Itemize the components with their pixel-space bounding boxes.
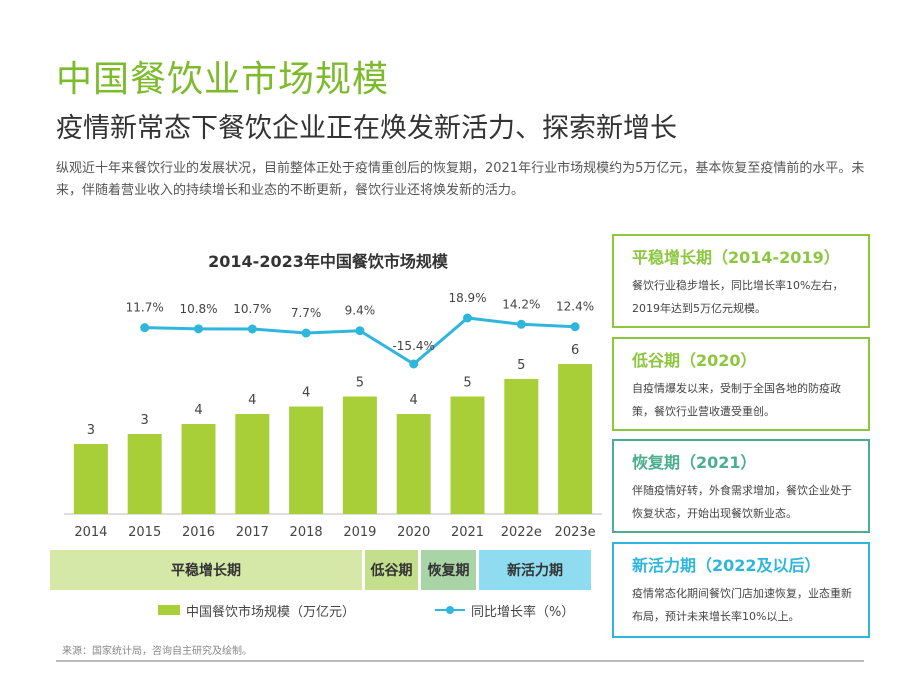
- card-text: 餐饮行业稳步增长，同比增长率10%左右，2019年达到5万亿元规模。: [632, 279, 844, 315]
- x-tick-label: 2020: [397, 525, 430, 540]
- bar-2014: [73, 444, 108, 514]
- growth-value-label: 9.4%: [345, 304, 376, 318]
- chart-svg: 3 2014 3 2015 4 2016 4 2017 4 2018 5 2019 4 2020 5 2021…: [64, 291, 602, 540]
- growth-point: [409, 359, 419, 369]
- bar-value-label: 5: [463, 376, 471, 391]
- card-text: 自疫情爆发以来，受制于全国各地的防疫政策，餐饮行业营收遭受重创。: [632, 382, 841, 418]
- page-subtitle: 疫情新常态下餐饮企业正在焕发新活力、探索新增长: [56, 113, 677, 144]
- phase-trough: 低谷期: [365, 550, 418, 590]
- source-note: 来源：国家统计局，咨询自主研究及绘制。: [62, 646, 252, 657]
- card-text: 伴随疫情好转，外食需求增加，餐饮企业处于恢复状态，开始出现餐饮新业态。: [632, 484, 852, 520]
- bar-value-label: 4: [410, 393, 418, 408]
- bar-2018: [289, 406, 324, 514]
- bar-value-label: 3: [141, 413, 149, 428]
- x-tick-label: 2014: [74, 525, 107, 540]
- bar-2022e: [504, 379, 539, 514]
- chart-legend: 中国餐饮市场规模（万亿元） 同比增长率（%）: [158, 600, 574, 620]
- growth-value-label: 10.7%: [233, 302, 271, 316]
- card-trough: 低谷期（2020） 自疫情爆发以来，受制于全国各地的防疫政策，餐饮行业营收遭受重…: [612, 337, 870, 431]
- bar-2016: [181, 424, 216, 514]
- bar-2021: [450, 396, 485, 514]
- phase-new-vitality: 新活力期: [479, 550, 591, 590]
- intro-paragraph: 纵观近十年来餐饮行业的发展状况，目前整体正处于疫情重创后的恢复期，2021年行业…: [56, 161, 865, 198]
- bar-value-label: 3: [87, 423, 95, 438]
- growth-point: [355, 326, 365, 336]
- bar-value-label: 5: [356, 376, 364, 391]
- bar-value-label: 4: [302, 386, 310, 401]
- card-stable-growth: 平稳增长期（2014-2019） 餐饮行业稳步增长，同比增长率10%左右，201…: [612, 234, 870, 328]
- x-tick-label: 2019: [343, 525, 376, 540]
- x-tick-label: 2021: [451, 525, 484, 540]
- bar-value-label: 4: [248, 393, 256, 408]
- divider: [56, 660, 864, 662]
- x-tick-label: 2015: [128, 525, 161, 540]
- card-recovery: 恢复期（2021） 伴随疫情好转，外食需求增加，餐饮企业处于恢复状态，开始出现餐…: [612, 439, 870, 533]
- x-tick-label: 2018: [290, 525, 323, 540]
- growth-point: [194, 324, 203, 334]
- bar-2015: [127, 434, 162, 514]
- growth-value-label: -15.4%: [392, 339, 434, 353]
- page-title: 中国餐饮业市场规模: [56, 59, 390, 100]
- bar-value-label: 4: [194, 403, 202, 418]
- x-tick-label: 2022e: [501, 525, 542, 540]
- bar-value-label: 6: [571, 343, 579, 358]
- growth-point: [516, 319, 526, 329]
- x-tick-label: 2023e: [555, 525, 596, 540]
- chart-title: 2014-2023年中国餐饮市场规模: [208, 252, 448, 271]
- bar-2017: [235, 414, 270, 514]
- growth-point: [463, 313, 472, 323]
- card-title: 平稳增长期（2014-2019）: [632, 248, 840, 267]
- phase-stable-growth: 平稳增长期: [50, 550, 362, 590]
- bar-2023e: [558, 364, 593, 514]
- growth-point: [301, 328, 311, 338]
- growth-value-label: 18.9%: [448, 291, 486, 305]
- growth-value-label: 11.7%: [126, 301, 164, 315]
- legend-line-swatch: [435, 606, 466, 614]
- growth-point: [247, 324, 257, 334]
- card-text: 疫情常态化期间餐饮门店加速恢复，业态重新布局，预计未来增长率10%以上。: [632, 587, 852, 623]
- card-title: 新活力期（2022及以后）: [632, 556, 821, 575]
- growth-value-label: 14.2%: [502, 297, 540, 311]
- legend-line-label: 同比增长率（%）: [471, 604, 575, 620]
- market-size-chart: 2014-2023年中国餐饮市场规模 3 2014 3 2015 4 2016 4 2017 4…: [48, 232, 608, 562]
- x-tick-label: 2017: [236, 525, 269, 540]
- growth-point: [140, 323, 150, 333]
- bar-2020: [396, 414, 431, 514]
- legend-bar-swatch: [158, 605, 180, 615]
- growth-value-label: 7.7%: [291, 306, 322, 320]
- growth-value-label: 12.4%: [556, 300, 594, 314]
- x-tick-label: 2016: [182, 525, 215, 540]
- bar-2019: [342, 396, 377, 514]
- growth-line: [144, 316, 576, 366]
- card-new-vitality: 新活力期（2022及以后） 疫情常态化期间餐饮门店加速恢复，业态重新布局，预计未…: [612, 542, 870, 638]
- bar-value-label: 5: [517, 358, 525, 373]
- phase-recovery: 恢复期: [421, 550, 476, 590]
- card-title: 恢复期（2021）: [632, 453, 757, 472]
- card-title: 低谷期（2020）: [632, 351, 757, 370]
- growth-value-label: 10.8%: [179, 302, 217, 316]
- legend-bar-label: 中国餐饮市场规模（万亿元）: [186, 604, 356, 620]
- growth-point: [570, 322, 580, 332]
